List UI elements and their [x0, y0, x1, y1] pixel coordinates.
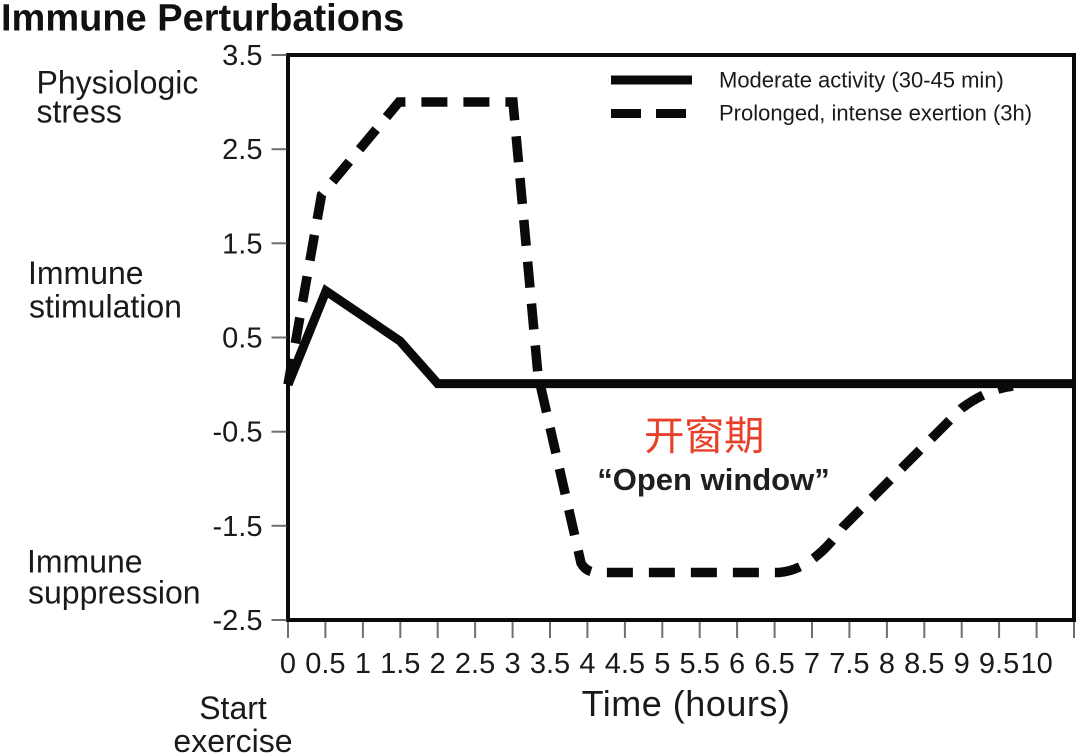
svg-text:0.5: 0.5 [222, 323, 262, 355]
svg-text:Start: Start [199, 690, 267, 726]
svg-text:stress: stress [37, 94, 122, 130]
svg-text:Prolonged, intense exertion (3: Prolonged, intense exertion (3h) [719, 101, 1032, 126]
svg-text:10: 10 [1020, 648, 1052, 680]
svg-text:2.5: 2.5 [222, 134, 262, 166]
svg-text:5.5: 5.5 [680, 648, 720, 680]
svg-text:Physiologic: Physiologic [37, 65, 199, 101]
svg-text:5: 5 [654, 648, 670, 680]
svg-text:8.5: 8.5 [904, 648, 944, 680]
svg-text:-1.5: -1.5 [213, 511, 263, 543]
svg-text:9: 9 [954, 648, 970, 680]
svg-text:2: 2 [430, 648, 446, 680]
svg-text:7.5: 7.5 [829, 648, 869, 680]
svg-text:Immune: Immune [28, 255, 144, 291]
svg-text:stimulation: stimulation [29, 289, 182, 325]
svg-text:1.5: 1.5 [380, 648, 420, 680]
svg-text:6.5: 6.5 [754, 648, 794, 680]
svg-text:Immune Perturbations: Immune Perturbations [1, 0, 404, 40]
svg-text:6: 6 [729, 648, 745, 680]
svg-text:3.5: 3.5 [530, 648, 570, 680]
svg-text:1: 1 [355, 648, 371, 680]
svg-text:4.5: 4.5 [605, 648, 645, 680]
svg-text:0.5: 0.5 [305, 648, 345, 680]
svg-text:Immune: Immune [27, 544, 143, 580]
svg-text:4: 4 [579, 648, 595, 680]
svg-text:Time (hours): Time (hours) [582, 683, 791, 724]
svg-text:exercise: exercise [173, 723, 292, 755]
svg-text:9.5: 9.5 [979, 648, 1019, 680]
svg-text:1.5: 1.5 [222, 228, 262, 260]
svg-text:-2.5: -2.5 [213, 605, 263, 637]
svg-text:suppression: suppression [28, 574, 201, 610]
svg-text:-0.5: -0.5 [213, 417, 263, 449]
svg-text:Moderate activity (30-45 min): Moderate activity (30-45 min) [719, 68, 1004, 93]
svg-text:0: 0 [280, 648, 296, 680]
svg-text:3: 3 [505, 648, 521, 680]
svg-text:“Open window”: “Open window” [597, 462, 830, 497]
svg-text:2.5: 2.5 [455, 648, 495, 680]
svg-text:8: 8 [879, 648, 895, 680]
svg-text:3.5: 3.5 [222, 40, 262, 72]
svg-text:7: 7 [804, 648, 820, 680]
